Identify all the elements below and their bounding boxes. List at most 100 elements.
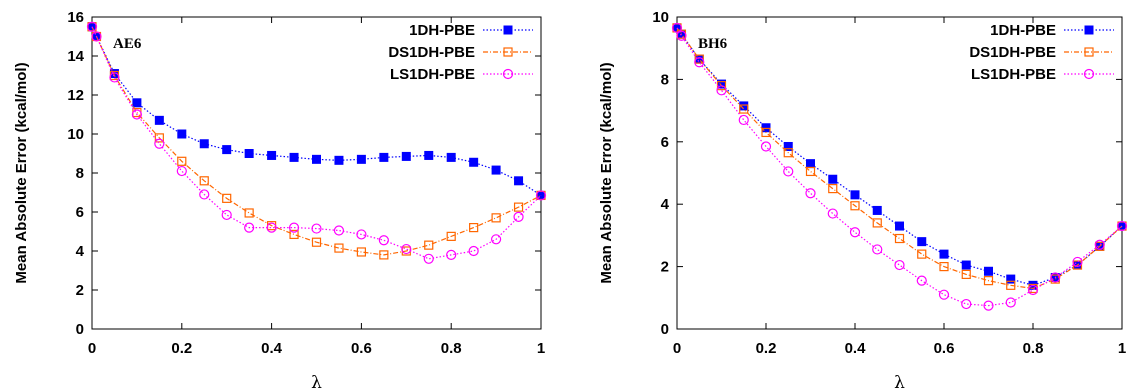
- x-tick-label: 0: [673, 340, 681, 357]
- data-point: [872, 205, 882, 215]
- legend-marker: [502, 68, 514, 80]
- data-point: [244, 208, 254, 218]
- data-point: [760, 141, 772, 152]
- data-point: [86, 21, 98, 32]
- x-tick-label: 0.2: [756, 340, 777, 357]
- y-tick-label: 2: [661, 259, 669, 276]
- series-line: [676, 27, 1123, 286]
- x-tick-label: 0.6: [934, 340, 955, 357]
- data-point: [446, 152, 456, 162]
- data-point: [267, 150, 277, 160]
- data-point: [244, 222, 255, 233]
- series-ls1dh-pbe: [86, 21, 547, 264]
- data-point: [961, 260, 971, 270]
- x-tick-label: 0.4: [261, 340, 283, 357]
- y-axis-title: Mean Absolute Error (kcal/mol): [13, 62, 30, 283]
- data-point: [333, 225, 345, 236]
- panel-label: BH6: [698, 36, 728, 52]
- data-point: [872, 244, 883, 255]
- legend-marker: [503, 25, 513, 35]
- chart-panel-bh6: 0 2 4 6 8 10 0 0.2 0.4 0.6 0.8 1 λ Mean Absolute Erro…: [598, 9, 1128, 392]
- data-point: [1027, 284, 1039, 296]
- legend-marker: [1084, 25, 1094, 35]
- series-ds1dh-pbe: [672, 23, 1127, 294]
- chart-panel-ae6: 0 2 4 6 8 10 12 14 16 0 0.2 0.4 0.6 0.8 1 λ Mean Absolut…: [13, 9, 547, 392]
- data-point: [424, 240, 434, 250]
- data-point: [109, 72, 120, 83]
- legend-label: DS1DH-PBE: [969, 44, 1056, 61]
- data-point: [288, 222, 300, 233]
- data-point: [895, 221, 904, 231]
- data-point: [154, 115, 164, 125]
- legend-marker: [1084, 47, 1094, 57]
- data-point: [311, 237, 322, 247]
- y-tick-label: 6: [661, 134, 669, 151]
- y-tick-label: 10: [652, 9, 669, 26]
- data-point: [938, 289, 950, 300]
- data-point: [1006, 280, 1016, 290]
- data-point: [131, 109, 142, 120]
- x-axis-title: λ: [311, 373, 322, 392]
- data-point: [828, 184, 838, 194]
- data-point: [244, 149, 254, 158]
- y-tick-label: 14: [67, 48, 84, 65]
- data-point: [850, 201, 860, 211]
- data-point: [401, 243, 412, 255]
- data-point: [805, 166, 816, 177]
- data-point: [222, 193, 232, 203]
- legend: 1DH-PBE DS1DH-PBE LS1DH-PBE: [969, 22, 1114, 83]
- data-point: [1072, 256, 1083, 268]
- y-tick-label: 2: [76, 282, 84, 299]
- data-point: [154, 133, 164, 143]
- data-point: [513, 202, 524, 212]
- data-point: [983, 276, 994, 286]
- data-point: [424, 150, 434, 160]
- data-point: [961, 269, 971, 279]
- data-point: [491, 213, 501, 223]
- data-point: [132, 98, 142, 108]
- data-point: [694, 57, 705, 68]
- data-point: [91, 31, 102, 42]
- data-point: [154, 138, 165, 149]
- y-tick-label: 0: [76, 321, 84, 338]
- legend-label: LS1DH-PBE: [390, 66, 475, 83]
- data-point: [514, 176, 524, 186]
- data-point: [739, 104, 749, 114]
- y-tick-label: 4: [661, 196, 670, 213]
- data-point: [676, 30, 687, 41]
- data-point: [961, 298, 972, 310]
- data-point: [805, 188, 816, 199]
- y-tick-label: 8: [661, 71, 669, 88]
- data-point: [850, 190, 860, 200]
- x-tick-label: 0.2: [171, 340, 192, 357]
- x-tick-label: 1: [537, 340, 545, 357]
- y-tick-label: 16: [67, 9, 84, 26]
- data-point: [356, 247, 366, 257]
- data-point: [469, 157, 479, 167]
- legend-label: DS1DH-PBE: [388, 44, 475, 61]
- data-point: [916, 275, 927, 286]
- data-point: [716, 85, 727, 96]
- series-line: [676, 27, 1123, 290]
- series-1dh-pbe: [87, 22, 546, 200]
- x-tick-label: 0.6: [351, 340, 372, 357]
- data-point: [849, 227, 861, 238]
- legend: 1DH-PBE DS1DH-PBE LS1DH-PBE: [388, 22, 533, 83]
- data-point: [401, 151, 411, 161]
- data-point: [356, 154, 366, 164]
- y-tick-label: 8: [76, 165, 84, 182]
- y-tick-label: 0: [661, 321, 669, 338]
- data-point: [491, 165, 501, 175]
- data-point: [199, 139, 209, 149]
- x-axis-title: λ: [894, 373, 905, 392]
- data-point: [177, 129, 187, 139]
- x-tick-label: 0.4: [845, 340, 867, 357]
- data-point: [334, 243, 344, 253]
- data-point: [738, 114, 749, 126]
- data-point: [177, 156, 187, 166]
- data-point: [176, 165, 187, 177]
- data-point: [983, 300, 994, 311]
- x-tick-label: 0.8: [1023, 340, 1044, 357]
- data-point: [828, 174, 838, 184]
